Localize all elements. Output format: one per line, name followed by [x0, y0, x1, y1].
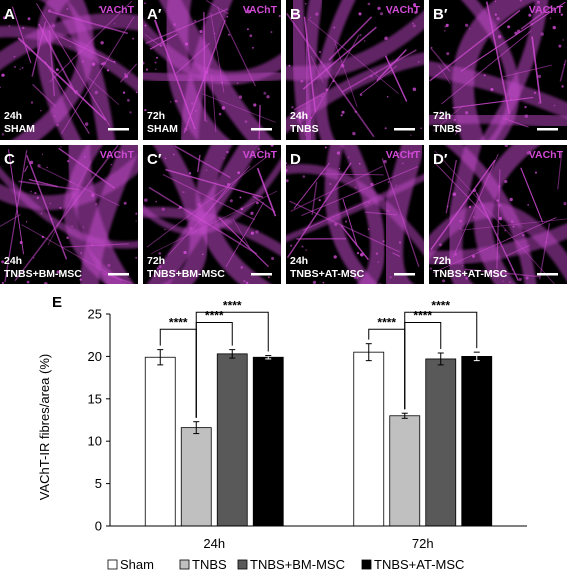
x-tick-label: 72h: [412, 536, 434, 551]
stain-label: VAChT: [243, 4, 278, 16]
scale-bar: [394, 128, 415, 131]
significance-bracket: [195, 311, 269, 418]
legend-label: Sham: [120, 557, 154, 572]
nerve-fibre-network: [286, 0, 424, 140]
panel-letter: B: [290, 6, 301, 23]
condition-label: TNBS: [433, 123, 462, 135]
bar-chart: E VAChT-IR fibres/area (%) 0 5 10 15 20 25 **…: [37, 294, 527, 572]
condition-label: TNBS+AT-MSC: [433, 268, 508, 280]
nerve-fibre-network: [143, 145, 281, 284]
condition-label: SHAM: [4, 123, 35, 135]
panel-letter: B′: [433, 6, 448, 23]
stain-label: VAChT: [100, 149, 135, 161]
nerve-fibre-network: [143, 0, 281, 140]
stain-label: VAChT: [529, 149, 564, 161]
significance-bracket: [404, 311, 478, 410]
y-tick-label: 15: [88, 391, 102, 406]
panel-letter: C′: [147, 151, 162, 168]
legend-swatch: [237, 559, 248, 570]
scale-bar: [251, 273, 272, 276]
nerve-fibre-network: [429, 145, 567, 284]
timepoint-label: 24h: [290, 255, 308, 267]
significance-label: ****: [431, 298, 450, 312]
nerve-fibre-network: [286, 145, 424, 284]
significance-label: ****: [413, 308, 432, 322]
y-axis-label: VAChT-IR fibres/area (%): [37, 354, 52, 500]
y-tick-label: 5: [95, 476, 102, 491]
panel-letter: C: [4, 151, 15, 168]
x-tick-label: 24h: [203, 536, 225, 551]
scale-bar: [108, 128, 129, 131]
bar: [353, 351, 385, 527]
condition-label: TNBS+BM-MSC: [4, 268, 82, 280]
bar: [144, 356, 176, 527]
timepoint-label: 24h: [4, 255, 22, 267]
nerve-fibre-network: [0, 145, 138, 284]
bar: [461, 356, 493, 527]
significance-label: ****: [205, 308, 224, 322]
legend-swatch: [361, 559, 372, 570]
bar: [425, 358, 457, 527]
scale-bar: [394, 273, 415, 276]
scale-bar: [251, 128, 272, 131]
bar: [389, 415, 421, 527]
timepoint-label: 72h: [147, 255, 165, 267]
chart-panel-letter: E: [52, 294, 62, 311]
panel-letter: D: [290, 151, 301, 168]
legend-swatch: [107, 559, 118, 570]
y-tick-label: 20: [88, 349, 102, 364]
panel-letter: A′: [147, 6, 162, 23]
y-tick-label: 0: [95, 519, 102, 534]
significance-label: ****: [223, 298, 242, 312]
legend-label: TNBS+BM-MSC: [250, 557, 345, 572]
y-tick-label: 10: [88, 434, 102, 449]
bar: [216, 353, 248, 527]
scale-bar: [537, 128, 558, 131]
stain-label: VAChT: [386, 149, 421, 161]
nerve-fibre-network: [429, 0, 567, 140]
timepoint-label: 24h: [4, 110, 22, 122]
significance-label: ****: [377, 315, 396, 329]
condition-label: TNBS+AT-MSC: [290, 268, 365, 280]
stain-label: VAChT: [529, 4, 564, 16]
timepoint-label: 72h: [147, 110, 165, 122]
condition-label: SHAM: [147, 123, 178, 135]
stain-label: VAChT: [243, 149, 278, 161]
scale-bar: [537, 273, 558, 276]
scale-bar: [108, 273, 129, 276]
stain-label: VAChT: [100, 4, 135, 16]
legend-label: TNBS: [192, 557, 227, 572]
nerve-fibre-network: [0, 0, 138, 140]
bar: [180, 427, 212, 527]
panel-letter: A: [4, 6, 15, 23]
legend-label: TNBS+AT-MSC: [374, 557, 464, 572]
bar: [252, 356, 284, 527]
legend-swatch: [179, 559, 190, 570]
timepoint-label: 24h: [290, 110, 308, 122]
timepoint-label: 72h: [433, 255, 451, 267]
stain-label: VAChT: [386, 4, 421, 16]
panel-letter: D′: [433, 151, 448, 168]
significance-label: ****: [169, 315, 188, 329]
condition-label: TNBS+BM-MSC: [147, 268, 225, 280]
condition-label: TNBS: [290, 123, 319, 135]
timepoint-label: 72h: [433, 110, 451, 122]
y-tick-label: 25: [88, 307, 102, 322]
